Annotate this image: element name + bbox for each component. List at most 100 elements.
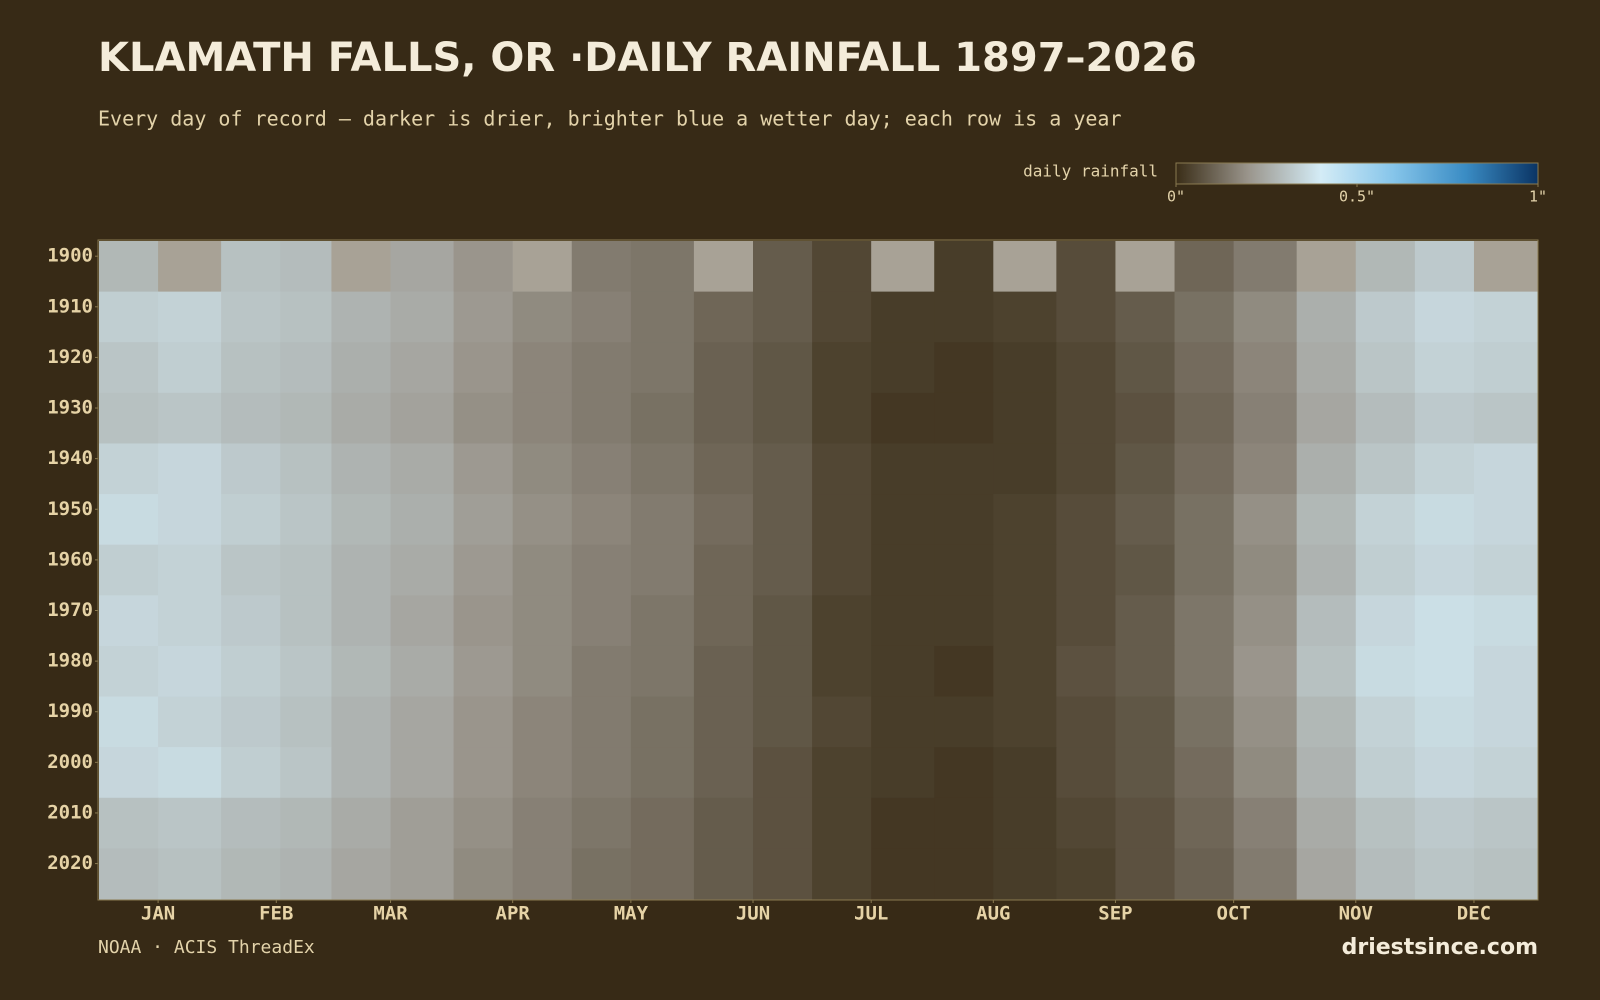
heat-cell xyxy=(453,645,514,698)
heat-cell xyxy=(221,342,281,394)
heat-cell xyxy=(331,848,392,900)
heat-cell xyxy=(1233,696,1298,748)
heat-cell xyxy=(1233,291,1298,343)
heat-cell xyxy=(1414,848,1475,900)
heat-cell xyxy=(1473,291,1538,343)
heat-cell xyxy=(331,443,392,495)
heat-cell xyxy=(221,645,281,698)
heat-cell xyxy=(630,797,695,849)
heat-cell xyxy=(630,342,695,394)
heat-cell xyxy=(752,494,813,546)
heat-cell xyxy=(1115,291,1176,343)
heat-cell xyxy=(390,443,455,495)
heat-cell xyxy=(280,848,332,900)
heat-cell xyxy=(158,747,222,799)
heat-cell xyxy=(99,544,159,596)
heat-cell xyxy=(571,342,632,394)
heat-cell xyxy=(1296,848,1357,900)
heat-cell xyxy=(1056,544,1116,596)
y-tick-label: 2010 xyxy=(47,801,93,823)
y-tick-label: 2020 xyxy=(47,852,93,874)
heat-cell xyxy=(1296,696,1357,748)
heat-cell xyxy=(99,291,159,343)
heat-cell xyxy=(512,443,573,495)
heat-cell xyxy=(512,797,573,849)
heat-cell xyxy=(158,645,222,698)
heat-cell xyxy=(871,544,935,596)
heat-cell xyxy=(871,241,935,293)
heat-cell xyxy=(99,797,159,849)
heat-cell xyxy=(993,291,1057,343)
heat-cell xyxy=(1355,494,1416,546)
heat-cell xyxy=(512,747,573,799)
heat-cell xyxy=(99,595,159,647)
heat-cell xyxy=(221,696,281,748)
heat-cell xyxy=(1473,392,1538,444)
heat-cell xyxy=(871,645,935,698)
heat-cell xyxy=(1056,342,1116,394)
heat-cell xyxy=(1355,595,1416,647)
heat-cell xyxy=(752,342,813,394)
heat-cell xyxy=(752,848,813,900)
heat-cell xyxy=(390,645,455,698)
heat-cell xyxy=(390,747,455,799)
heat-cell xyxy=(871,342,935,394)
heat-cell xyxy=(993,595,1057,647)
y-tick-label: 1940 xyxy=(47,447,93,469)
heat-cell xyxy=(993,241,1057,293)
y-tick-label: 1920 xyxy=(47,346,93,368)
heat-cell xyxy=(812,392,872,444)
heat-cell xyxy=(1056,848,1116,900)
heat-cell xyxy=(453,291,514,343)
heat-cell xyxy=(280,392,332,444)
heat-cell xyxy=(1296,392,1357,444)
chart-subtitle: Every day of record — darker is drier, b… xyxy=(98,107,1122,131)
heat-cell xyxy=(630,645,695,698)
heat-cell xyxy=(1174,747,1235,799)
heat-cell xyxy=(221,443,281,495)
heat-cell xyxy=(1174,392,1235,444)
heat-cell xyxy=(630,291,695,343)
heat-cell xyxy=(693,443,754,495)
heat-cell xyxy=(280,595,332,647)
heat-cell xyxy=(1056,392,1116,444)
heat-cell xyxy=(512,544,573,596)
heat-cell xyxy=(512,291,573,343)
heat-cell xyxy=(693,797,754,849)
heat-cell xyxy=(752,797,813,849)
heat-cell xyxy=(752,696,813,748)
heat-cell xyxy=(1296,747,1357,799)
y-tick-label: 1990 xyxy=(47,700,93,722)
heat-cell xyxy=(993,797,1057,849)
heat-cell xyxy=(934,645,994,698)
heat-cell xyxy=(812,494,872,546)
source: NOAA · ACIS ThreadEx xyxy=(98,937,315,958)
heat-cell xyxy=(571,645,632,698)
heat-cell xyxy=(331,392,392,444)
heat-cell xyxy=(331,595,392,647)
heat-cell xyxy=(752,291,813,343)
heat-cell xyxy=(99,645,159,698)
heat-cell xyxy=(390,696,455,748)
heat-cell xyxy=(512,241,573,293)
heat-cell xyxy=(752,595,813,647)
heat-cell xyxy=(99,342,159,394)
heat-cell xyxy=(280,747,332,799)
legend-tick-label: 1" xyxy=(1529,188,1547,206)
heat-cell xyxy=(158,696,222,748)
heat-cell xyxy=(1414,797,1475,849)
heat-cell xyxy=(571,392,632,444)
heat-cell xyxy=(390,291,455,343)
heat-cell xyxy=(1115,848,1176,900)
heat-cell xyxy=(221,392,281,444)
heat-cell xyxy=(1115,747,1176,799)
heat-cell xyxy=(871,291,935,343)
heat-cell xyxy=(1115,342,1176,394)
x-tick-label: APR xyxy=(496,903,531,925)
heat-cell xyxy=(390,544,455,596)
heat-cell xyxy=(630,494,695,546)
heat-cell xyxy=(390,494,455,546)
heat-cell xyxy=(331,494,392,546)
heat-cell xyxy=(1233,645,1298,698)
heat-cell xyxy=(221,848,281,900)
